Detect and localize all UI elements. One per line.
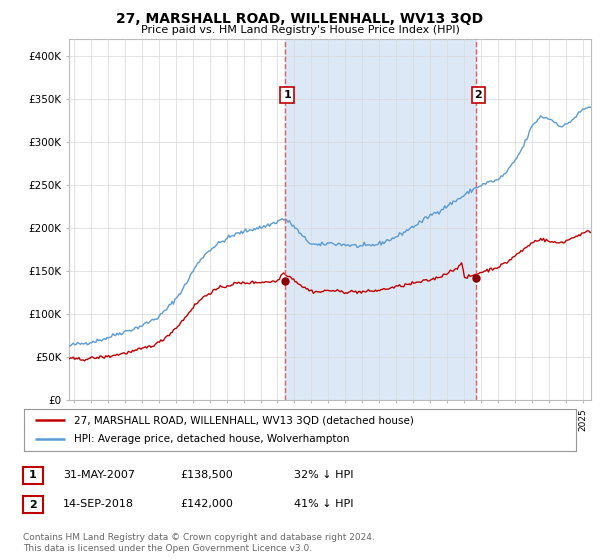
Text: 14-SEP-2018: 14-SEP-2018 [63, 499, 134, 509]
Bar [284, 39, 476, 400]
Text: 1: 1 [283, 90, 291, 100]
Text: 1: 1 [29, 470, 37, 480]
Text: 31-MAY-2007: 31-MAY-2007 [63, 470, 135, 480]
Text: 32% ↓ HPI: 32% ↓ HPI [294, 470, 353, 480]
Text: HPI: Average price, detached house, Wolverhampton: HPI: Average price, detached house, Wolv… [74, 435, 349, 445]
Text: 27, MARSHALL ROAD, WILLENHALL, WV13 3QD (detached house): 27, MARSHALL ROAD, WILLENHALL, WV13 3QD … [74, 415, 413, 425]
Text: £138,500: £138,500 [180, 470, 233, 480]
Text: 41% ↓ HPI: 41% ↓ HPI [294, 499, 353, 509]
Text: Contains HM Land Registry data © Crown copyright and database right 2024.
This d: Contains HM Land Registry data © Crown c… [23, 533, 374, 553]
Text: £142,000: £142,000 [180, 499, 233, 509]
Text: 2: 2 [475, 90, 482, 100]
Text: Price paid vs. HM Land Registry's House Price Index (HPI): Price paid vs. HM Land Registry's House … [140, 25, 460, 35]
Text: 2: 2 [29, 500, 37, 510]
Text: 27, MARSHALL ROAD, WILLENHALL, WV13 3QD: 27, MARSHALL ROAD, WILLENHALL, WV13 3QD [116, 12, 484, 26]
